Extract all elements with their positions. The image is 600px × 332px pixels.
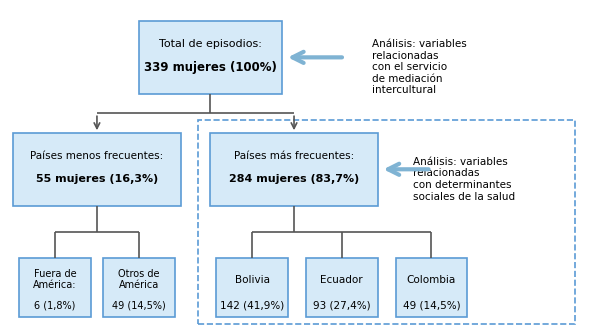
Text: 339 mujeres (100%): 339 mujeres (100%) xyxy=(144,61,277,74)
Text: 93 (27,4%): 93 (27,4%) xyxy=(313,301,371,311)
Text: Países más frecuentes:: Países más frecuentes: xyxy=(234,151,354,161)
Text: Fuera de
América:: Fuera de América: xyxy=(34,269,77,290)
Text: 49 (14,5%): 49 (14,5%) xyxy=(112,301,166,311)
FancyBboxPatch shape xyxy=(139,21,282,94)
Text: Análisis: variables
relacionadas
con determinantes
sociales de la salud: Análisis: variables relacionadas con det… xyxy=(413,157,515,202)
Text: Colombia: Colombia xyxy=(407,275,456,285)
Text: Análisis: variables
relacionadas
con el servicio
de mediación
intercultural: Análisis: variables relacionadas con el … xyxy=(371,39,466,95)
Text: Total de episodios:: Total de episodios: xyxy=(159,39,262,49)
Text: Bolivia: Bolivia xyxy=(235,275,270,285)
Text: 142 (41,9%): 142 (41,9%) xyxy=(220,301,284,311)
FancyBboxPatch shape xyxy=(211,133,377,206)
Text: 55 mujeres (16,3%): 55 mujeres (16,3%) xyxy=(36,174,158,184)
Text: Otros de
América: Otros de América xyxy=(118,269,160,290)
FancyBboxPatch shape xyxy=(13,133,181,206)
Text: 49 (14,5%): 49 (14,5%) xyxy=(403,301,460,311)
FancyBboxPatch shape xyxy=(103,258,175,317)
FancyBboxPatch shape xyxy=(217,258,288,317)
FancyBboxPatch shape xyxy=(395,258,467,317)
Text: 284 mujeres (83,7%): 284 mujeres (83,7%) xyxy=(229,174,359,184)
FancyBboxPatch shape xyxy=(19,258,91,317)
Text: Ecuador: Ecuador xyxy=(320,275,363,285)
Text: Países menos frecuentes:: Países menos frecuentes: xyxy=(31,151,164,161)
Text: 6 (1,8%): 6 (1,8%) xyxy=(34,301,76,311)
FancyBboxPatch shape xyxy=(306,258,377,317)
